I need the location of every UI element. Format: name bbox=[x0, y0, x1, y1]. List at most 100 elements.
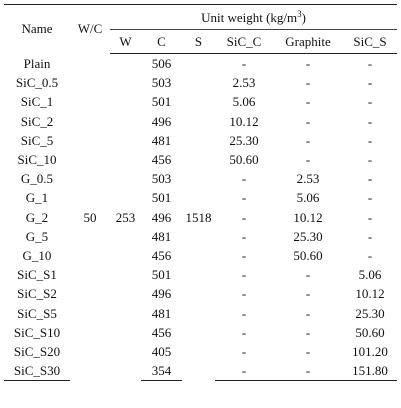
table-row: SiC_S5 481 - - 25.30 bbox=[4, 303, 397, 322]
cell-sic-c: - bbox=[241, 267, 247, 283]
cell-sic-s: - bbox=[367, 152, 373, 168]
table-row: SiC_S10 456 - - 50.60 bbox=[4, 323, 397, 342]
cell-sic-c: 50.60 bbox=[229, 152, 259, 168]
cell-sic-c: - bbox=[241, 286, 247, 302]
cell-sic-c: 25.30 bbox=[229, 132, 259, 148]
table-row: G_5 481 - 25.30 - bbox=[4, 227, 397, 246]
header-col-c: C bbox=[141, 29, 182, 54]
header-wc: W/C bbox=[70, 4, 110, 54]
header-row-2: W C S SiC_C Graphite SiC_S bbox=[4, 29, 398, 54]
table-row: G_2 496 - 10.12 - bbox=[4, 208, 397, 227]
cell-graphite: - bbox=[305, 75, 311, 91]
cell-sic-c: 5.06 bbox=[232, 94, 256, 110]
cell-c: 481 bbox=[151, 305, 172, 321]
cell-c: 496 bbox=[151, 209, 172, 225]
header-row-1: Name W/C Unit weight (kg/m3) bbox=[4, 4, 398, 54]
cell-c: 503 bbox=[151, 171, 172, 187]
cell-sic-s: - bbox=[367, 75, 373, 91]
cell-sic-s: - bbox=[367, 171, 373, 187]
cell-name: G_5 bbox=[25, 228, 49, 244]
cell-sic-s: 50.60 bbox=[355, 324, 385, 340]
cell-name: SiC_S1 bbox=[17, 267, 57, 283]
cell-name: G_2 bbox=[25, 209, 49, 225]
cell-name: G_0.5 bbox=[20, 171, 54, 187]
table-row: SiC_0.5 503 2.53 - - bbox=[4, 73, 397, 92]
cell-sic-c: - bbox=[241, 228, 247, 244]
mix-proportion-table: Name W/C Unit weight (kg/m3) W C S SiC_C… bbox=[4, 4, 398, 382]
table-row: G_0.5 503 - 2.53 - bbox=[4, 169, 397, 188]
cell-sic-c: - bbox=[215, 361, 273, 382]
header-name: Name bbox=[4, 4, 70, 54]
header-col-sic-c: SiC_C bbox=[215, 29, 273, 54]
cell-graphite: - bbox=[305, 286, 311, 302]
table-row: SiC_5 481 25.30 - - bbox=[4, 131, 397, 150]
table-row: G_10 456 - 50.60 - bbox=[4, 246, 397, 265]
table-row: SiC_10 456 50.60 - - bbox=[4, 150, 397, 169]
cell-sic-s: - bbox=[367, 247, 373, 263]
table-body: Plain 50 253 506 1518- - - SiC_0.5 503 2.53- - SiC_… bbox=[4, 54, 398, 382]
cell-graphite: - bbox=[305, 324, 311, 340]
cell-name: SiC_S5 bbox=[17, 305, 57, 321]
cell-c: 456 bbox=[151, 324, 172, 340]
cell-c: 506 bbox=[151, 56, 172, 72]
table-row: SiC_S30 354- -151.80 bbox=[4, 361, 398, 382]
header-col-sic-s: SiC_S bbox=[343, 29, 398, 54]
cell-name: G_1 bbox=[25, 190, 49, 206]
cell-name: SiC_5 bbox=[20, 132, 54, 148]
cell-graphite: - bbox=[305, 94, 311, 110]
header-col-s: S bbox=[182, 29, 215, 54]
cell-sic-c: 10.12 bbox=[229, 113, 259, 129]
cell-sic-c: - bbox=[241, 305, 247, 321]
cell-name: SiC_S20 bbox=[13, 343, 61, 359]
cell-graphite: - bbox=[273, 361, 343, 382]
cell-graphite: - bbox=[305, 132, 311, 148]
cell-sic-c: - bbox=[241, 343, 247, 359]
cell-sic-s: 25.30 bbox=[355, 305, 385, 321]
cell-c: 481 bbox=[151, 132, 172, 148]
cell-s-shared: 1518 bbox=[185, 209, 212, 225]
cell-graphite: - bbox=[305, 113, 311, 129]
cell-sic-c: 2.53 bbox=[232, 75, 256, 91]
cell-sic-c: - bbox=[241, 247, 247, 263]
cell-name: SiC_2 bbox=[20, 113, 54, 129]
table-row: G_1 501 - 5.06 - bbox=[4, 188, 397, 207]
cell-graphite: 2.53 bbox=[296, 171, 320, 187]
cell-sic-c: - bbox=[241, 324, 247, 340]
cell-sic-s: - bbox=[367, 209, 373, 225]
table-row: SiC_S20 405 - - 101.20 bbox=[4, 342, 397, 361]
cell-graphite: 50.60 bbox=[293, 247, 323, 263]
cell-w-shared: 253 bbox=[115, 209, 136, 225]
cell-name: SiC_S30 bbox=[4, 361, 70, 382]
cell-sic-s: - bbox=[367, 113, 373, 129]
cell-graphite: - bbox=[305, 305, 311, 321]
cell-graphite: - bbox=[305, 267, 311, 283]
cell-name: Plain bbox=[23, 55, 51, 71]
cell-name: SiC_S2 bbox=[17, 286, 57, 302]
cell-c: 354 bbox=[141, 361, 182, 382]
cell-wc-shared: 50 bbox=[83, 209, 97, 225]
cell-name: SiC_1 bbox=[20, 94, 54, 110]
table-row: SiC_S2 496 - - 10.12 bbox=[4, 284, 397, 303]
cell-c: 496 bbox=[151, 113, 172, 129]
cell-sic-c: - bbox=[241, 209, 247, 225]
table-row: SiC_1 501 5.06 - - bbox=[4, 92, 397, 111]
cell-c: 503 bbox=[151, 75, 172, 91]
cell-c: 501 bbox=[151, 267, 172, 283]
cell-sic-s: - bbox=[367, 190, 373, 206]
header-col-graphite: Graphite bbox=[273, 29, 343, 54]
cell-sic-s: 101.20 bbox=[352, 343, 388, 359]
cell-sic-c: - bbox=[241, 171, 247, 187]
cell-sic-s: - bbox=[367, 56, 373, 72]
cell-c: 496 bbox=[151, 286, 172, 302]
cell-name: SiC_S10 bbox=[13, 324, 61, 340]
header-unit-weight-sup: 3 bbox=[297, 8, 302, 19]
table-header: Name W/C Unit weight (kg/m3) W C S SiC_C… bbox=[4, 4, 398, 54]
cell-name: SiC_10 bbox=[17, 152, 57, 168]
cell-sic-s: 151.80 bbox=[343, 361, 398, 382]
cell-graphite: - bbox=[305, 152, 311, 168]
table-row: SiC_2 496 10.12 - - bbox=[4, 112, 397, 131]
cell-sic-c: - bbox=[241, 190, 247, 206]
cell-c: 456 bbox=[151, 247, 172, 263]
cell-c: 405 bbox=[151, 343, 172, 359]
